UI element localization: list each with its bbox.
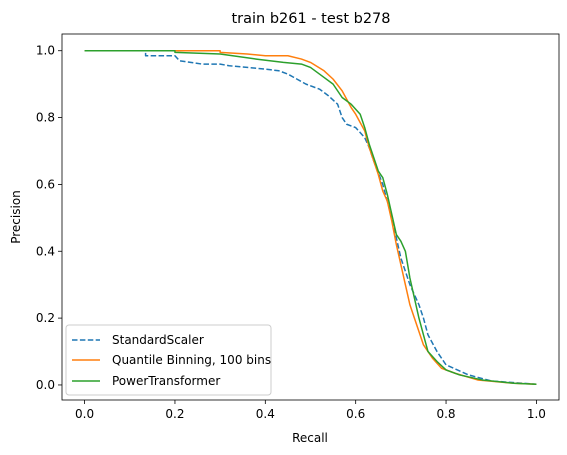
- legend-label-standardscaler: StandardScaler: [112, 333, 204, 347]
- y-tick-label-0: 0.0: [36, 378, 55, 392]
- legend-label-quantile-binning: Quantile Binning, 100 bins: [112, 353, 271, 367]
- x-tick-label-5: 1.0: [527, 407, 546, 421]
- y-tick-label-1: 0.2: [36, 311, 55, 325]
- x-tick-label-0: 0.0: [75, 407, 94, 421]
- x-tick-label-1: 0.2: [165, 407, 184, 421]
- legend-box: [65, 324, 272, 396]
- y-tick-label-5: 1.0: [36, 44, 55, 58]
- chart-title: train b261 - test b278: [231, 11, 390, 27]
- series-line-0: [84, 49, 537, 386]
- x-axis-label: Recall: [292, 431, 328, 445]
- x-tick-label-3: 0.6: [346, 407, 365, 421]
- plot-frame: [61, 33, 560, 401]
- series-line-2: [84, 49, 537, 386]
- legend: StandardScaler Quantile Binning, 100 bin…: [65, 324, 272, 396]
- y-axis-label: Precision: [9, 190, 23, 244]
- x-tick-label-4: 0.8: [436, 407, 455, 421]
- x-tick-label-2: 0.4: [256, 407, 275, 421]
- y-axis-ticks: 0.0 0.2 0.4 0.6 0.8 1.0: [36, 44, 62, 392]
- y-tick-label-3: 0.6: [36, 177, 55, 191]
- y-tick-label-2: 0.4: [36, 244, 55, 258]
- y-tick-label-4: 0.8: [36, 111, 55, 125]
- legend-label-powertransformer: PowerTransformer: [112, 374, 220, 388]
- plot-lines: [84, 49, 537, 386]
- x-axis-ticks: 0.0 0.2 0.4 0.6 0.8 1.0: [75, 400, 546, 421]
